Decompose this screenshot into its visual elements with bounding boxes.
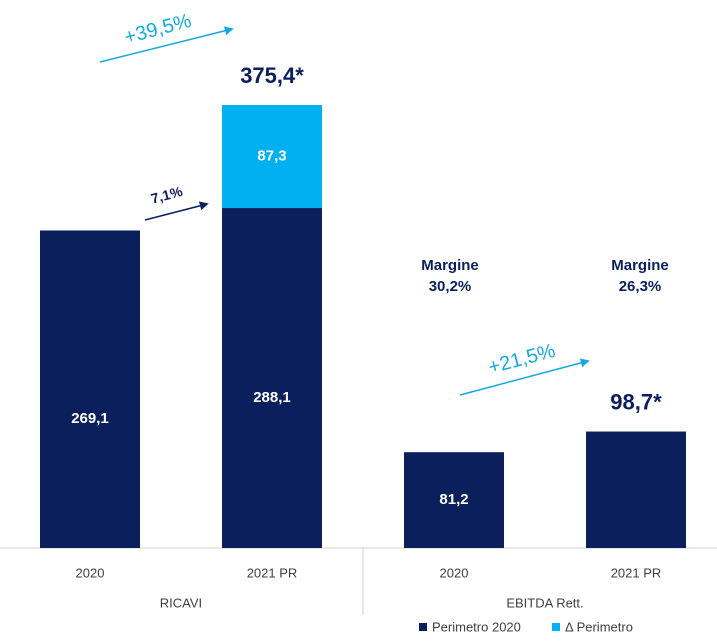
data-label: 288,1 [253,389,291,406]
annotation: Margine [611,257,669,274]
group-label: RICAVI [160,595,202,610]
total-label: 98,7* [610,389,662,414]
legend-swatch [552,623,560,631]
bar-segment [40,230,140,548]
annotation: 26,3% [619,278,662,295]
x-tick-label: 2020 [76,565,105,580]
annotation: +21,5% [486,340,558,379]
arrow [144,201,209,221]
legend-label: Δ Perimetro [565,619,633,634]
group-label: EBITDA Rett. [506,595,583,610]
bar-segment [222,208,322,549]
data-label: 87,3 [257,148,286,165]
annotation: +39,5% [122,10,194,49]
bar-segment [586,431,686,548]
x-tick-label: 2021 PR [611,565,662,580]
legend-swatch [419,623,427,631]
bar-segment [404,452,504,548]
annotation: 7,1% [149,183,184,207]
x-tick-label: 2020 [440,565,469,580]
total-label: 375,4* [240,63,304,88]
bar-segment [222,105,322,209]
annotation: Margine [421,257,479,274]
data-label: 269,1 [71,410,109,427]
arrow [459,358,590,396]
annotation: 30,2% [429,278,472,295]
legend-label: Perimetro 2020 [432,619,521,634]
data-label: 81,2 [439,491,468,508]
arrow [99,26,234,63]
x-tick-label: 2021 PR [247,565,298,580]
